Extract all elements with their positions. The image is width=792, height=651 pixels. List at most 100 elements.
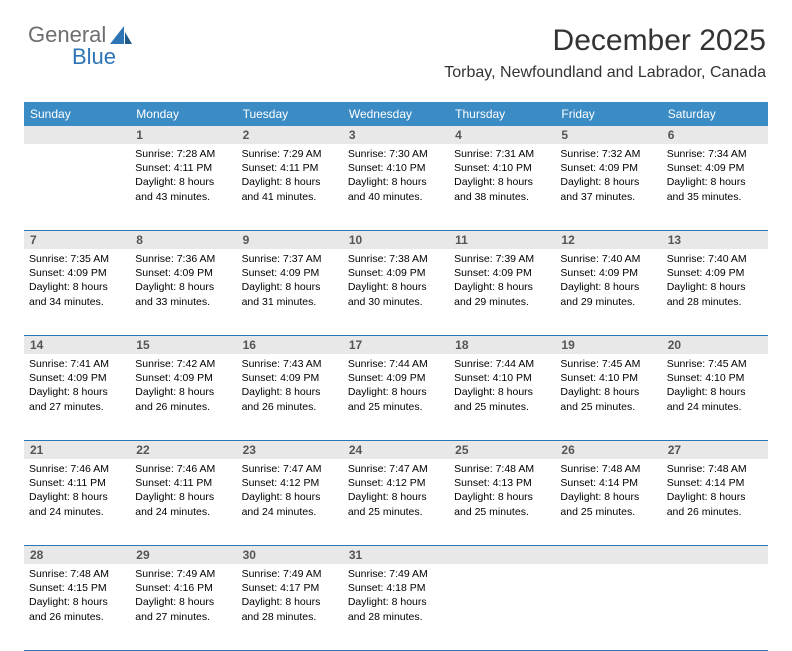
day-info-line: Sunset: 4:09 PM (29, 371, 125, 385)
day-cell: Sunrise: 7:45 AMSunset: 4:10 PMDaylight:… (662, 354, 768, 440)
day-info-line: and 35 minutes. (667, 190, 763, 204)
day-cell: Sunrise: 7:48 AMSunset: 4:13 PMDaylight:… (449, 459, 555, 545)
day-cell: Sunrise: 7:44 AMSunset: 4:10 PMDaylight:… (449, 354, 555, 440)
day-info-line: Sunrise: 7:47 AM (348, 462, 444, 476)
day-info-line: and 37 minutes. (560, 190, 656, 204)
day-number: 27 (662, 441, 768, 459)
day-info-line: Sunrise: 7:39 AM (454, 252, 550, 266)
day-info-line: Sunset: 4:09 PM (454, 266, 550, 280)
day-info-line: Daylight: 8 hours (454, 385, 550, 399)
day-cell: Sunrise: 7:31 AMSunset: 4:10 PMDaylight:… (449, 144, 555, 230)
day-number: 9 (237, 231, 343, 249)
day-info-line: Daylight: 8 hours (242, 175, 338, 189)
day-info-line: Daylight: 8 hours (348, 595, 444, 609)
day-info-line: and 25 minutes. (348, 505, 444, 519)
day-info-line: Daylight: 8 hours (242, 280, 338, 294)
day-info-line: Daylight: 8 hours (242, 595, 338, 609)
day-number: 1 (130, 126, 236, 144)
day-info-line: and 31 minutes. (242, 295, 338, 309)
day-info-line: Sunrise: 7:44 AM (348, 357, 444, 371)
day-number: 21 (24, 441, 130, 459)
day-info-line: and 30 minutes. (348, 295, 444, 309)
week-daynum-row: 123456 (24, 126, 768, 144)
week-daynum-row: 14151617181920 (24, 336, 768, 354)
day-info-line: Daylight: 8 hours (454, 490, 550, 504)
week-daynum-row: 78910111213 (24, 231, 768, 249)
day-number: 10 (343, 231, 449, 249)
day-number: 6 (662, 126, 768, 144)
day-info-line: Daylight: 8 hours (667, 385, 763, 399)
day-cell: Sunrise: 7:28 AMSunset: 4:11 PMDaylight:… (130, 144, 236, 230)
day-info-line: Sunset: 4:09 PM (242, 266, 338, 280)
dayname-tuesday: Tuesday (237, 102, 343, 126)
week-daynum-row: 21222324252627 (24, 441, 768, 459)
day-number: 30 (237, 546, 343, 564)
day-info-line: Daylight: 8 hours (560, 280, 656, 294)
week-daynum-row: 28293031 (24, 546, 768, 564)
day-cell: Sunrise: 7:38 AMSunset: 4:09 PMDaylight:… (343, 249, 449, 335)
day-info-line: Daylight: 8 hours (348, 385, 444, 399)
day-info-line: Daylight: 8 hours (135, 385, 231, 399)
day-info-line: Sunrise: 7:42 AM (135, 357, 231, 371)
day-cell: Sunrise: 7:46 AMSunset: 4:11 PMDaylight:… (24, 459, 130, 545)
day-cell: Sunrise: 7:49 AMSunset: 4:16 PMDaylight:… (130, 564, 236, 650)
day-info-line: Daylight: 8 hours (29, 490, 125, 504)
day-number (555, 546, 661, 564)
empty-cell (662, 564, 768, 650)
day-number: 20 (662, 336, 768, 354)
day-number: 12 (555, 231, 661, 249)
day-info-line: Sunrise: 7:41 AM (29, 357, 125, 371)
day-number: 22 (130, 441, 236, 459)
day-info-line: Sunset: 4:10 PM (348, 161, 444, 175)
day-info-line: Sunrise: 7:40 AM (560, 252, 656, 266)
day-number: 2 (237, 126, 343, 144)
day-info-line: Sunset: 4:10 PM (560, 371, 656, 385)
day-number: 4 (449, 126, 555, 144)
empty-cell (555, 564, 661, 650)
day-info-line: and 40 minutes. (348, 190, 444, 204)
day-info-line: and 25 minutes. (560, 505, 656, 519)
day-number: 26 (555, 441, 661, 459)
day-info-line: Sunrise: 7:44 AM (454, 357, 550, 371)
day-info-line: Sunset: 4:11 PM (135, 476, 231, 490)
day-info-line: and 27 minutes. (29, 400, 125, 414)
day-number: 5 (555, 126, 661, 144)
day-cell: Sunrise: 7:36 AMSunset: 4:09 PMDaylight:… (130, 249, 236, 335)
day-cell: Sunrise: 7:40 AMSunset: 4:09 PMDaylight:… (555, 249, 661, 335)
empty-cell (24, 144, 130, 230)
day-number (662, 546, 768, 564)
day-info-line: and 24 minutes. (667, 400, 763, 414)
day-info-line: Sunset: 4:09 PM (135, 371, 231, 385)
dayname-friday: Friday (555, 102, 661, 126)
dayname-thursday: Thursday (449, 102, 555, 126)
day-info-line: Sunrise: 7:29 AM (242, 147, 338, 161)
day-info-line: Sunrise: 7:49 AM (242, 567, 338, 581)
day-number: 3 (343, 126, 449, 144)
day-number (24, 126, 130, 144)
day-info-line: Daylight: 8 hours (135, 595, 231, 609)
day-cell: Sunrise: 7:49 AMSunset: 4:17 PMDaylight:… (237, 564, 343, 650)
day-info-line: Sunset: 4:09 PM (242, 371, 338, 385)
day-info-line: Daylight: 8 hours (242, 490, 338, 504)
day-info-line: Daylight: 8 hours (560, 490, 656, 504)
day-info-line: Daylight: 8 hours (667, 280, 763, 294)
day-cell: Sunrise: 7:35 AMSunset: 4:09 PMDaylight:… (24, 249, 130, 335)
day-info-line: Sunrise: 7:40 AM (667, 252, 763, 266)
day-info-line: and 41 minutes. (242, 190, 338, 204)
day-info-line: Sunset: 4:13 PM (454, 476, 550, 490)
day-info-line: Daylight: 8 hours (135, 490, 231, 504)
day-info-line: Sunset: 4:17 PM (242, 581, 338, 595)
day-info-line: Sunset: 4:09 PM (29, 266, 125, 280)
day-info-line: and 26 minutes. (667, 505, 763, 519)
day-info-line: Sunset: 4:14 PM (667, 476, 763, 490)
day-info-line: Sunrise: 7:35 AM (29, 252, 125, 266)
day-cell: Sunrise: 7:48 AMSunset: 4:14 PMDaylight:… (662, 459, 768, 545)
day-info-line: Sunset: 4:11 PM (242, 161, 338, 175)
day-cell: Sunrise: 7:40 AMSunset: 4:09 PMDaylight:… (662, 249, 768, 335)
week-row: Sunrise: 7:35 AMSunset: 4:09 PMDaylight:… (24, 249, 768, 336)
day-info-line: Daylight: 8 hours (348, 280, 444, 294)
day-info-line: and 25 minutes. (348, 400, 444, 414)
day-info-line: Sunset: 4:12 PM (242, 476, 338, 490)
day-info-line: and 26 minutes. (135, 400, 231, 414)
dayname-sunday: Sunday (24, 102, 130, 126)
